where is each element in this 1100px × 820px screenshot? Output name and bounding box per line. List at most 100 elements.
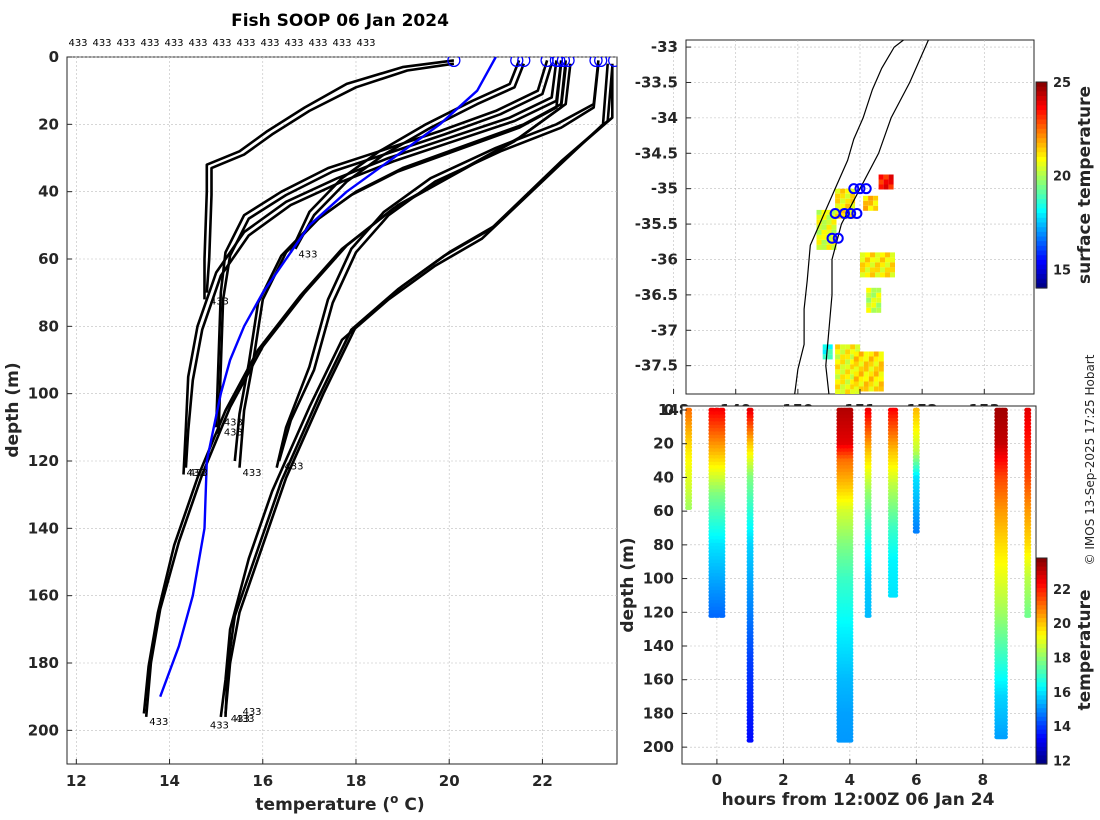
- section-cell: [846, 650, 854, 655]
- y-tick-label: 160: [28, 587, 59, 605]
- section-cell: [746, 488, 754, 494]
- colorbar-tick-label: 12: [1053, 755, 1071, 770]
- section-cell: [1000, 684, 1008, 689]
- section-cell: [708, 505, 716, 510]
- colorbar-cell: [1036, 600, 1047, 606]
- section-cell: [1000, 647, 1008, 652]
- section-cell: [718, 576, 726, 581]
- section-cell: [708, 573, 716, 578]
- colorbar-cell: [1036, 166, 1047, 172]
- section-cell: [713, 434, 721, 440]
- section-cell: [685, 411, 693, 416]
- section-cell: [1000, 714, 1008, 719]
- section-cell: [1000, 559, 1008, 564]
- section-cell: [685, 461, 693, 467]
- section-cell: [746, 579, 754, 585]
- section-cell: [1024, 478, 1032, 483]
- section-cell: [864, 535, 872, 541]
- colorbar-cell: [1036, 746, 1047, 752]
- section-cell: [1000, 583, 1008, 588]
- section-cell: [846, 522, 854, 527]
- section-cell: [685, 475, 693, 480]
- sst-cell: [873, 205, 879, 211]
- section-cell: [1000, 653, 1008, 659]
- section-cell: [1024, 525, 1032, 531]
- sst-cell: [875, 267, 880, 273]
- sst-cell: [835, 208, 841, 214]
- colorbar-cell: [1036, 669, 1047, 675]
- section-cell: [746, 458, 754, 463]
- section-cell: [746, 660, 754, 666]
- colorbar-cell: [1036, 128, 1047, 135]
- section-cell: [912, 428, 920, 433]
- sst-cell: [876, 307, 882, 313]
- section-cell: [746, 664, 754, 669]
- section-cell: [685, 468, 693, 473]
- section-cell: [846, 556, 854, 561]
- sst-cell: [835, 213, 841, 219]
- colorbar-cell: [1036, 147, 1047, 153]
- section-cell: [1024, 495, 1032, 500]
- colorbar-cell: [1036, 255, 1047, 261]
- sst-cell: [826, 219, 832, 225]
- sst-cell: [826, 234, 832, 240]
- section-cell: [846, 448, 854, 453]
- section-cell: [864, 492, 872, 497]
- sst-cell: [878, 386, 884, 392]
- map-y-tick-label: -35.5: [635, 215, 678, 233]
- section-cell: [708, 478, 716, 483]
- section-cell: [1024, 542, 1032, 548]
- section-cell: [746, 650, 754, 655]
- section-cell: [708, 593, 716, 598]
- section-cell: [746, 569, 754, 574]
- section-cell: [846, 438, 854, 443]
- section-cell: [718, 438, 726, 443]
- section-cell: [746, 687, 754, 692]
- section-cell: [1024, 417, 1032, 423]
- section-cell: [713, 498, 721, 504]
- section-x-tick-label: 0: [712, 771, 722, 789]
- section-cell: [713, 586, 721, 591]
- section-cell: [846, 647, 854, 652]
- section-cell: [1000, 660, 1008, 666]
- section-cell: [1000, 589, 1008, 595]
- section-cell: [746, 407, 754, 413]
- section-cell: [708, 482, 716, 487]
- section-cell: [713, 471, 721, 477]
- section-cell: [708, 552, 716, 558]
- section-cell: [846, 610, 854, 615]
- section-cell: [713, 566, 721, 571]
- section-cell: [713, 431, 721, 436]
- top-label: 433: [140, 38, 159, 49]
- section-cell: [708, 458, 716, 463]
- section-cell: [1024, 610, 1032, 615]
- section-cell: [846, 653, 854, 659]
- sst-cell: [876, 292, 882, 298]
- section-cell: [1024, 519, 1032, 524]
- section-cell: [718, 512, 726, 517]
- colorbar-cell: [1036, 609, 1047, 615]
- section-cell: [846, 721, 854, 726]
- section-cell: [1000, 721, 1008, 726]
- section-cell: [912, 485, 920, 490]
- section-cell: [713, 465, 721, 470]
- section-cell: [746, 731, 754, 736]
- section-cell: [708, 556, 716, 561]
- section-cell: [891, 428, 899, 433]
- top-label: 433: [212, 38, 231, 49]
- section-cell: [1000, 667, 1008, 672]
- section-cell: [708, 488, 716, 494]
- top-label: 433: [260, 38, 279, 49]
- colorbar-cell: [1036, 231, 1047, 238]
- sst-cell: [858, 366, 864, 372]
- colorbar-cell: [1036, 566, 1047, 572]
- colorbar-cell: [1036, 755, 1047, 761]
- section-cell: [864, 508, 872, 514]
- section-cell: [718, 579, 726, 585]
- section-cell: [846, 411, 854, 416]
- sst-cell: [865, 262, 870, 268]
- section-cell: [708, 414, 716, 419]
- sst-cell: [845, 198, 851, 204]
- section-y-tick-label: 120: [643, 603, 674, 621]
- section-cell: [1000, 522, 1008, 527]
